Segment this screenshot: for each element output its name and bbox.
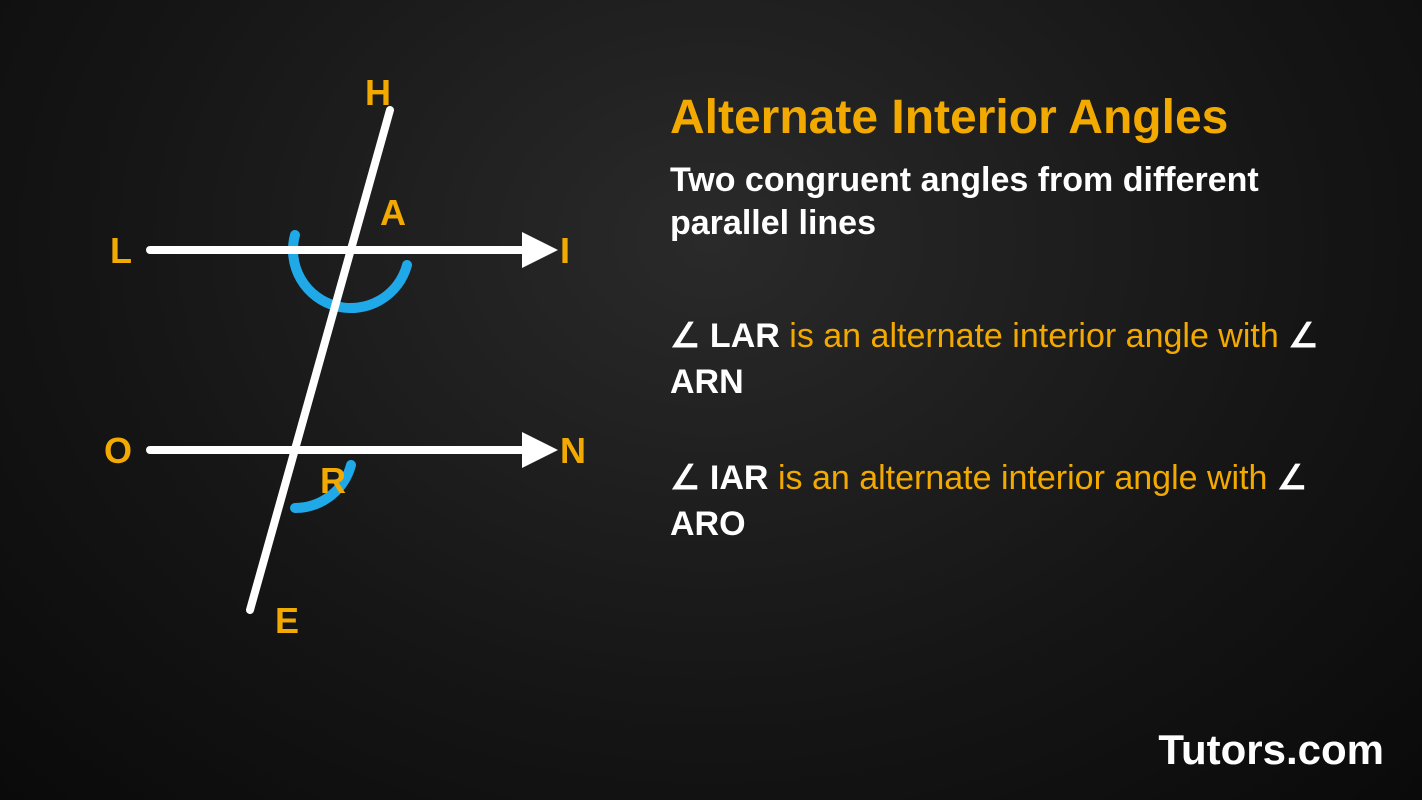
subtitle: Two congruent angles from different para… [670,159,1370,244]
point-label-h: H [365,72,391,114]
angle-ref: ∠ LAR [670,317,780,355]
statement-text: is an alternate interior angle with [789,317,1279,355]
angle-statement: ∠ LAR is an alternate interior angle wit… [670,314,1370,406]
point-label-r: R [320,460,346,502]
geometry-diagram: HELIONAR [100,80,600,640]
point-label-o: O [104,430,132,472]
statement-text: is an alternate interior angle with [778,459,1268,497]
diagram-svg [100,80,600,640]
point-label-e: E [275,600,299,642]
watermark: Tutors.com [1158,726,1384,774]
title: Alternate Interior Angles [670,90,1370,145]
angle-ref: ∠ IAR [670,459,768,497]
point-label-a: A [380,192,406,234]
point-label-l: L [110,230,132,272]
point-label-i: I [560,230,570,272]
text-panel: Alternate Interior Angles Two congruent … [670,90,1370,598]
angle-statement: ∠ IAR is an alternate interior angle wit… [670,456,1370,548]
point-label-n: N [560,430,586,472]
